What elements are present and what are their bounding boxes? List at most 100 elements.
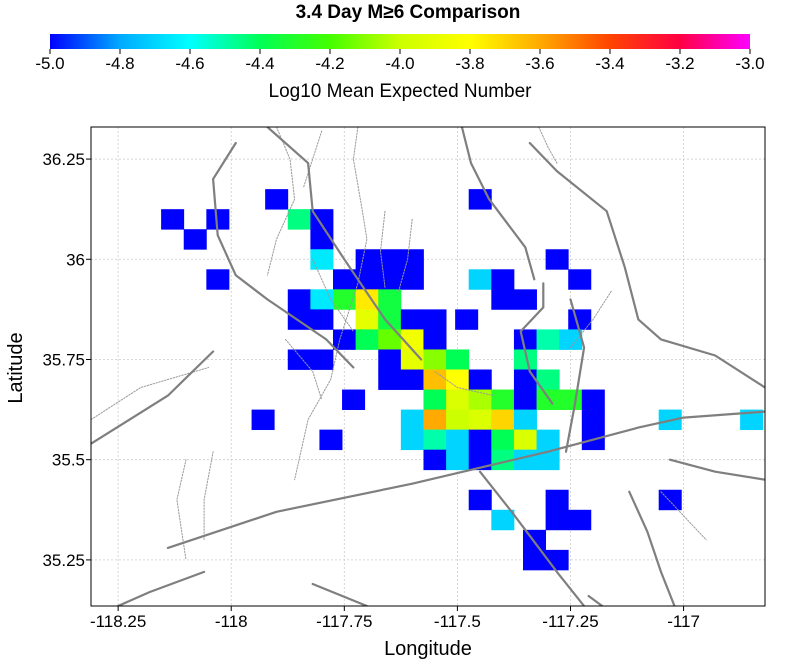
forecast-cell <box>491 289 515 310</box>
y-tick-label: 35.25 <box>42 551 85 570</box>
forecast-cell <box>513 389 537 410</box>
forecast-cell <box>319 429 343 451</box>
major-fault-line <box>519 282 554 405</box>
x-tick-label: -117 <box>667 612 700 631</box>
minor-fault-line <box>570 290 612 348</box>
forecast-cell <box>545 489 569 511</box>
x-tick-label: -117.25 <box>542 612 598 631</box>
forecast-cell <box>468 269 492 290</box>
colorbar-gradient <box>50 34 750 49</box>
forecast-cell <box>310 309 334 330</box>
colorbar-ticks: -5.0 -4.8 -4.6 -4.4 -4.2 -4.0 -3.8 -3.6 -3.4 -3.2… <box>35 49 765 73</box>
forecast-cell <box>400 429 424 451</box>
forecast-cell <box>310 249 334 270</box>
forecast-cell <box>468 389 492 410</box>
forecast-cell <box>310 349 334 370</box>
forecast-cell <box>423 449 447 471</box>
y-tick-label: 35.75 <box>42 350 85 369</box>
forecast-cell <box>513 349 537 370</box>
y-tick-label: 36.25 <box>42 150 85 169</box>
forecast-cell <box>183 229 207 250</box>
colorbar: -5.0 -4.8 -4.6 -4.4 -4.2 -4.0 -3.8 -3.6 -3.4 -3.2… <box>35 34 765 102</box>
colorbar-tick-label: -3.8 <box>455 54 484 73</box>
forecast-cell <box>446 369 470 390</box>
forecast-cell <box>446 429 470 451</box>
forecast-cell <box>522 549 547 571</box>
forecast-cell <box>536 449 560 471</box>
minor-fault-line <box>380 210 386 288</box>
forecast-cell <box>400 309 424 330</box>
forecast-cell <box>536 329 560 350</box>
map-title: 3.4 Day M≥6 Comparison <box>296 2 521 23</box>
colorbar-tick-label: -4.2 <box>315 54 344 73</box>
forecast-cell <box>513 369 537 390</box>
plot-area <box>90 126 766 607</box>
colorbar-label: Log10 Mean Expected Number <box>269 81 533 102</box>
minor-fault-line <box>91 367 210 421</box>
forecast-cell <box>423 369 447 390</box>
forecast-cell <box>513 329 537 350</box>
minor-fault-line <box>266 127 296 276</box>
forecast-cell <box>491 409 515 431</box>
forecast-cell <box>333 329 357 350</box>
forecast-cell <box>378 309 402 330</box>
forecast-cell <box>446 389 470 410</box>
forecast-cell <box>568 269 592 290</box>
colorbar-tick-label: -5.0 <box>35 54 64 73</box>
forecast-cell <box>468 429 492 451</box>
forecast-cell <box>491 449 515 471</box>
forecast-cell <box>355 309 379 330</box>
minor-fault-line <box>538 127 558 164</box>
x-axis-label: Longitude <box>384 638 472 660</box>
forecast-cell <box>513 289 537 310</box>
forecast-cell <box>333 269 357 290</box>
forecast-cell <box>545 249 569 270</box>
forecast-cell <box>491 509 515 531</box>
forecast-cell <box>559 329 583 350</box>
forecast-cell <box>310 209 334 230</box>
y-axis-label: Latitude <box>5 332 27 403</box>
minor-fault-line <box>398 218 413 292</box>
forecast-cell <box>559 389 583 410</box>
forecast-cell <box>468 489 492 511</box>
minor-fault-line <box>285 338 323 401</box>
colorbar-tick-label: -3.0 <box>735 54 764 73</box>
major-fault-line <box>628 490 676 606</box>
forecast-cell <box>355 289 379 310</box>
major-fault-line <box>587 594 604 606</box>
forecast-cell <box>378 269 402 290</box>
forecast-cell <box>536 389 560 410</box>
x-tick-label: -118.25 <box>90 612 146 631</box>
major-fault-line <box>91 350 215 445</box>
forecast-cell <box>545 509 569 531</box>
forecast-cell <box>513 409 537 431</box>
y-tick-label: 35.5 <box>52 451 85 470</box>
forecast-cell <box>206 209 230 230</box>
forecast-cell <box>455 309 479 330</box>
forecast-cell <box>400 249 424 270</box>
colorbar-tick-label: -3.2 <box>665 54 694 73</box>
forecast-cell <box>491 269 515 290</box>
forecast-cell <box>581 389 605 410</box>
forecast-cell <box>206 269 230 290</box>
major-fault-line <box>478 470 586 606</box>
x-axis-ticks: -118.25 -118 -117.75 -117.5 -117.25 -117 <box>90 606 700 631</box>
forecast-cell <box>287 209 311 230</box>
colorbar-tick-label: -3.4 <box>595 54 624 73</box>
forecast-cell <box>161 209 185 230</box>
forecast-cell <box>378 349 402 370</box>
forecast-cell <box>446 449 470 471</box>
major-fault-line <box>311 582 368 606</box>
forecast-cell <box>491 429 515 451</box>
forecast-cell <box>355 329 379 350</box>
forecast-cell <box>342 389 366 410</box>
forecast-cell <box>423 389 447 410</box>
major-fault-line <box>460 127 536 281</box>
major-fault-line <box>166 410 765 550</box>
major-fault-line <box>266 127 423 361</box>
colorbar-tick-label: -3.6 <box>525 54 554 73</box>
forecast-cell <box>513 429 537 451</box>
colorbar-tick-label: -4.8 <box>105 54 134 73</box>
major-fault-line <box>564 298 586 453</box>
minor-faults <box>91 127 707 561</box>
